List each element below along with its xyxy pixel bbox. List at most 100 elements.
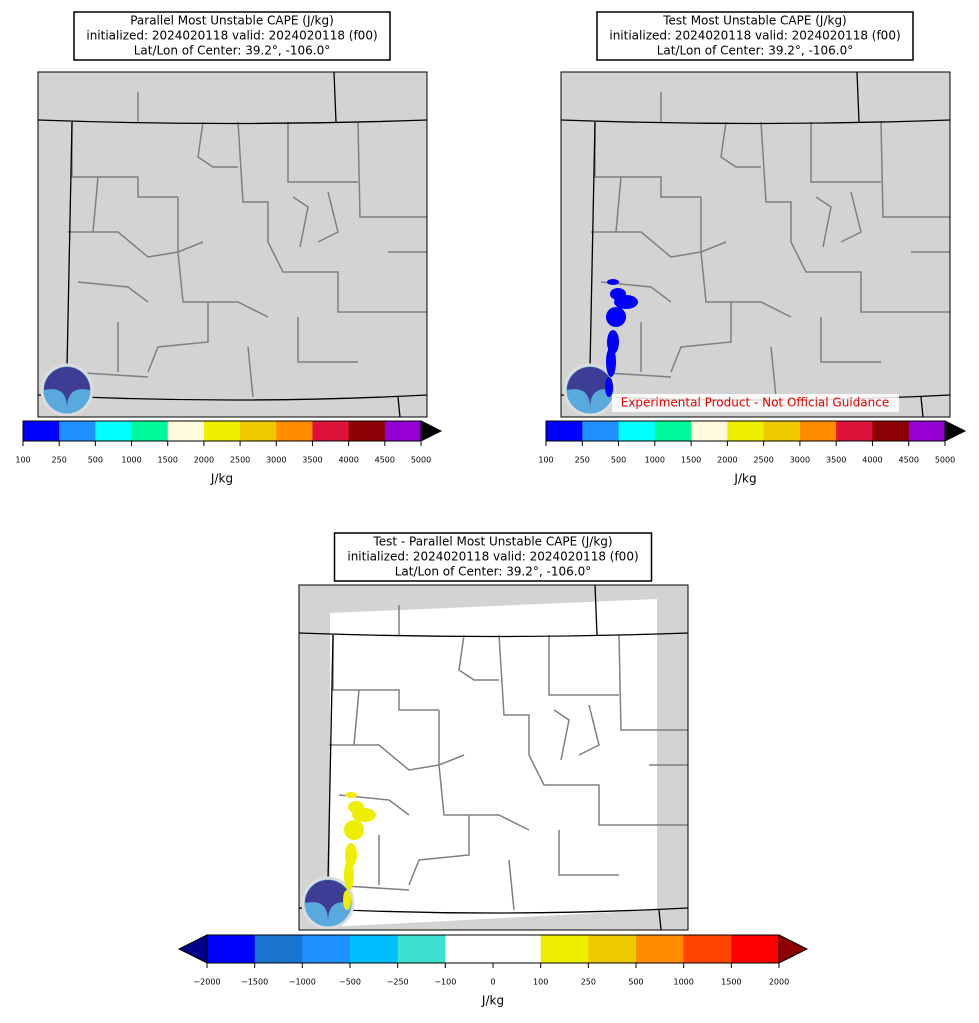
colorbar-extend-max bbox=[420, 420, 443, 442]
data-blob bbox=[344, 860, 354, 890]
title-line: Lat/Lon of Center: 39.2°, -106.0° bbox=[134, 44, 330, 58]
state-line bbox=[560, 119, 951, 125]
county-line bbox=[332, 635, 439, 711]
title-box bbox=[73, 11, 391, 61]
colorbar-segment bbox=[276, 421, 313, 441]
county-line bbox=[553, 709, 570, 761]
colorbar-extend-min bbox=[177, 934, 208, 964]
colorbar-tick-label: 0 bbox=[490, 978, 495, 987]
county-line bbox=[77, 281, 149, 303]
colorbar-tick-label: −100 bbox=[434, 978, 456, 987]
colorbar-tick-label: 100 bbox=[538, 456, 553, 465]
colorbar-frame bbox=[22, 420, 422, 442]
county-line bbox=[840, 191, 862, 243]
county-line bbox=[92, 176, 99, 233]
county-line bbox=[287, 122, 358, 183]
county-line bbox=[498, 634, 530, 755]
annotation: Experimental Product - Not Official Guid… bbox=[621, 396, 889, 410]
title-line: initialized: 2024020118 valid: 202402011… bbox=[86, 29, 377, 43]
state-line bbox=[594, 584, 598, 636]
colorbar-tick-label: 100 bbox=[15, 456, 30, 465]
colorbar-tick-label: 3500 bbox=[826, 456, 846, 465]
colorbar-label: J/kg bbox=[481, 994, 504, 1008]
colorbar-segment bbox=[540, 935, 589, 963]
colorbar-segment bbox=[727, 421, 765, 441]
colorbar-segment bbox=[167, 421, 205, 441]
colorbar-label: J/kg bbox=[733, 472, 756, 486]
colorbar-segment bbox=[618, 421, 656, 441]
colorbar-segment bbox=[731, 935, 780, 963]
colorbar-tick-label: 2000 bbox=[194, 456, 214, 465]
county-line bbox=[594, 122, 701, 198]
county-line bbox=[267, 241, 427, 313]
county-line bbox=[247, 346, 254, 398]
county-line bbox=[292, 196, 309, 248]
noaa-logo-top bbox=[44, 367, 90, 408]
colorbar-tick-label: 1000 bbox=[121, 456, 141, 465]
colorbar-segment bbox=[908, 421, 946, 441]
map-background bbox=[561, 72, 950, 417]
county-line bbox=[790, 241, 950, 313]
county-line bbox=[237, 121, 269, 242]
map-frame bbox=[560, 71, 951, 418]
map bbox=[560, 71, 951, 418]
colorbar-tick-label: 3000 bbox=[790, 456, 810, 465]
annotation-box bbox=[612, 394, 899, 412]
state-line bbox=[856, 71, 860, 123]
map-frame bbox=[298, 584, 689, 931]
county-line bbox=[71, 122, 178, 198]
county-line bbox=[670, 302, 732, 373]
colorbar-tick-label: 4000 bbox=[862, 456, 882, 465]
map bbox=[298, 584, 689, 931]
colorbar-segment bbox=[384, 421, 422, 441]
county-line bbox=[720, 121, 761, 168]
colorbar-segment bbox=[397, 935, 446, 963]
county-line bbox=[297, 317, 358, 363]
colorbar-tick-label: 5000 bbox=[411, 456, 431, 465]
data-blob bbox=[606, 347, 616, 377]
county-line bbox=[810, 122, 881, 183]
colorbar-tick-label: −500 bbox=[339, 978, 361, 987]
colorbar-tick-label: 1500 bbox=[158, 456, 178, 465]
colorbar-segment bbox=[131, 421, 169, 441]
colorbar-tick-label: 250 bbox=[581, 978, 596, 987]
map-data-area bbox=[330, 599, 657, 927]
data-blob bbox=[345, 792, 357, 798]
title-line: Parallel Most Unstable CAPE (J/kg) bbox=[130, 14, 334, 28]
colorbar-segment bbox=[683, 935, 732, 963]
colorbar-segment bbox=[95, 421, 133, 441]
county-line bbox=[880, 121, 950, 218]
colorbar-frame bbox=[545, 420, 946, 442]
data-blob bbox=[614, 295, 638, 309]
colorbar-segment bbox=[350, 935, 399, 963]
noaa-logo-top bbox=[567, 367, 613, 408]
colorbar-segment bbox=[636, 935, 685, 963]
colorbar-segment bbox=[799, 421, 837, 441]
county-line bbox=[68, 231, 204, 258]
state-line bbox=[298, 632, 689, 638]
county-line bbox=[357, 121, 427, 218]
colorbar-segment bbox=[23, 421, 60, 441]
colorbar-segment bbox=[348, 421, 386, 441]
colorbar-extend-max bbox=[778, 934, 809, 964]
data-blob bbox=[343, 890, 351, 910]
county-line bbox=[618, 634, 688, 731]
colorbar-tick-label: 1000 bbox=[673, 978, 693, 987]
colorbar-tick-label: 250 bbox=[575, 456, 590, 465]
county-line bbox=[329, 744, 465, 771]
colorbar-tick-label: 4500 bbox=[375, 456, 395, 465]
data-blob bbox=[607, 279, 619, 285]
colorbar-segment bbox=[254, 935, 303, 963]
data-blob bbox=[606, 307, 626, 327]
colorbar-tick-label: −250 bbox=[387, 978, 409, 987]
colorbar-segment bbox=[59, 421, 96, 441]
title-line: Test Most Unstable CAPE (J/kg) bbox=[662, 14, 847, 28]
county-line bbox=[591, 231, 727, 258]
map-frame bbox=[37, 71, 428, 418]
colorbar-tick-label: −2000 bbox=[193, 978, 220, 987]
colorbar-segment bbox=[836, 421, 873, 441]
colorbar-tick-label: 4000 bbox=[338, 456, 358, 465]
state-line bbox=[658, 909, 662, 931]
colorbar-label: J/kg bbox=[210, 472, 233, 486]
